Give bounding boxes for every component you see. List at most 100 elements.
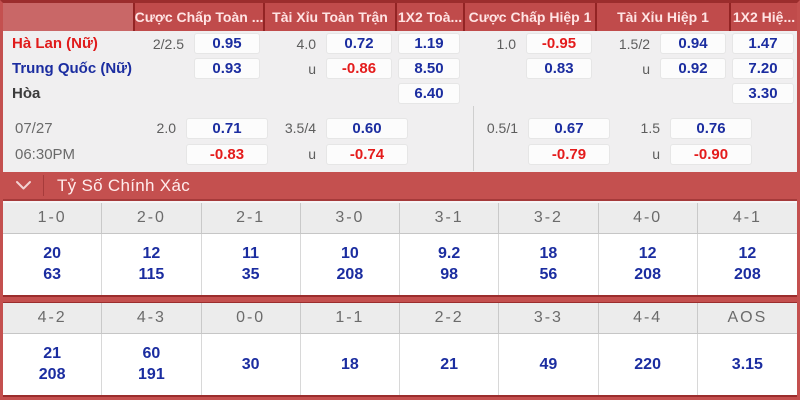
score-odds-value[interactable]: 208: [734, 266, 761, 283]
correct-score-section-bar[interactable]: Tỷ Số Chính Xác: [3, 172, 797, 201]
overunder-line: 1.5: [640, 120, 660, 136]
score-odds-value[interactable]: 12: [142, 245, 161, 262]
correct-score-grid-1: 1-0 2-0 2-1 3-0 3-1 3-2 4-0 4-1 20 63 12 115 11 35 10…: [3, 203, 797, 295]
score-odds-value[interactable]: 10: [340, 245, 359, 262]
match-time: 06:30PM: [15, 145, 76, 163]
odds-button[interactable]: -0.83: [186, 143, 268, 165]
score-odds-value[interactable]: 12: [638, 245, 657, 262]
score-odds-value[interactable]: 35: [241, 266, 260, 283]
score-odds-value[interactable]: 56: [539, 266, 558, 283]
score-label: 2-2: [400, 303, 500, 333]
score-label: 4-2: [3, 303, 103, 333]
chevron-down-icon[interactable]: [3, 180, 43, 191]
odds-button[interactable]: -0.79: [528, 143, 610, 165]
overunder-line: 4.0: [296, 35, 316, 52]
draw-label: Hòa: [12, 85, 41, 102]
odds-button[interactable]: 8.50: [398, 58, 460, 79]
score-odds-value[interactable]: 208: [38, 366, 66, 383]
score-odds-cell[interactable]: 60 191: [102, 334, 202, 395]
score-odds-cell[interactable]: 20 63: [3, 234, 103, 295]
home-team-name: Hà Lan (Nữ): [12, 35, 98, 52]
odds-row-away: Trung Quốc (Nữ) 0.93 u -0.86 8.50 0.83 u…: [3, 56, 797, 81]
odds-button[interactable]: -0.90: [670, 143, 752, 165]
section-spacer: [3, 106, 797, 115]
header-overunder-fulltime: Tài Xỉu Toàn Trận: [263, 3, 395, 31]
odds-button[interactable]: 1.19: [398, 33, 460, 54]
score-label: 4-1: [732, 209, 762, 226]
score-odds-cell[interactable]: 21 208: [3, 334, 103, 395]
score-odds-cell[interactable]: 30: [202, 334, 301, 395]
odds-button[interactable]: 0.92: [660, 58, 726, 79]
handicap-line: 2.0: [156, 120, 176, 136]
odds-button[interactable]: -0.74: [326, 143, 408, 165]
score-odds-cell[interactable]: 18: [301, 334, 400, 395]
score-odds-value[interactable]: 11: [242, 245, 260, 262]
score-label: 4-0: [599, 203, 698, 233]
odds-button[interactable]: 0.76: [670, 117, 752, 139]
score-odds-cell[interactable]: 49: [499, 334, 599, 395]
odds-button[interactable]: 0.94: [660, 33, 726, 54]
score-header-row: 1-0 2-0 2-1 3-0 3-1 3-2 4-0 4-1: [3, 203, 797, 234]
score-odds-value[interactable]: 3.15: [731, 355, 763, 373]
score-odds-cell[interactable]: 12 208: [599, 234, 698, 295]
bottom-border-band: [3, 395, 797, 400]
score-odds-value[interactable]: 20: [43, 245, 62, 262]
odds-button[interactable]: 0.67: [528, 117, 610, 139]
score-odds-value[interactable]: 21: [440, 355, 459, 373]
score-odds-cell[interactable]: 11 35: [202, 234, 301, 295]
odds-button[interactable]: 1.47: [732, 33, 794, 54]
match-date: 07/27: [15, 119, 53, 137]
score-odds-cell[interactable]: 12 208: [698, 234, 797, 295]
score-odds-value[interactable]: 12: [738, 245, 757, 262]
odds-row-home: Hà Lan (Nữ) 2/2.5 0.95 4.0 0.72 1.19 1.0…: [3, 31, 797, 56]
score-odds-cell[interactable]: 18 56: [499, 234, 599, 295]
odds-button[interactable]: 0.60: [326, 117, 408, 139]
odds-button[interactable]: 0.71: [186, 117, 268, 139]
overunder-line: 3.5/4: [284, 120, 316, 136]
score-odds-cell[interactable]: 9.2 98: [400, 234, 500, 295]
odds-button[interactable]: 6.40: [398, 83, 460, 104]
score-odds-value[interactable]: 60: [142, 345, 161, 362]
header-handicap-fulltime: Cược Chấp Toàn ...: [133, 3, 263, 31]
away-team-name: Trung Quốc (Nữ): [12, 60, 133, 77]
score-odds-row: 21 208 60 191 30 18 21 49 220 3.15: [3, 334, 797, 395]
score-label: 2-0: [102, 203, 202, 233]
late-odds-row-1: 07/27 2.0 0.71 3.5/4 0.60 0.5/1 0.67 1.5…: [3, 115, 797, 141]
odds-button[interactable]: 0.72: [326, 33, 392, 54]
score-header-row: 4-2 4-3 0-0 1-1 2-2 3-3 4-4 AOS: [3, 303, 797, 334]
score-odds-cell[interactable]: 3.15: [698, 334, 797, 395]
odds-row-draw: Hòa 6.40 3.30: [3, 81, 797, 106]
odds-button[interactable]: 3.30: [732, 83, 794, 104]
score-odds-value[interactable]: 191: [138, 366, 165, 383]
score-odds-value[interactable]: 220: [634, 355, 661, 373]
odds-button[interactable]: 0.93: [194, 58, 260, 79]
score-odds-value[interactable]: 30: [241, 355, 260, 373]
handicap-line: 2/2.5: [152, 35, 184, 52]
odds-button[interactable]: -0.86: [326, 58, 392, 79]
score-odds-value[interactable]: 208: [634, 266, 661, 283]
score-odds-cell[interactable]: 21: [400, 334, 500, 395]
bar-divider: [43, 175, 44, 196]
score-odds-cell[interactable]: 10 208: [301, 234, 400, 295]
score-odds-value[interactable]: 9.2: [438, 245, 461, 262]
correct-score-grid-2: 4-2 4-3 0-0 1-1 2-2 3-3 4-4 AOS 21 208 60 191 30 18 2…: [3, 303, 797, 395]
score-odds-value[interactable]: 115: [138, 266, 165, 283]
odds-button[interactable]: 0.83: [526, 58, 592, 79]
score-odds-value[interactable]: 18: [340, 355, 359, 373]
score-odds-cell[interactable]: 12 115: [102, 234, 202, 295]
odds-button[interactable]: 7.20: [732, 58, 794, 79]
late-odds-row-2: 06:30PM -0.83 u -0.74 -0.79 u -0.90: [3, 141, 797, 167]
odds-button[interactable]: -0.95: [526, 33, 592, 54]
odds-button[interactable]: 0.95: [194, 33, 260, 54]
score-odds-value[interactable]: 63: [43, 266, 62, 283]
score-odds-value[interactable]: 208: [336, 266, 364, 283]
score-label: 4-3: [102, 303, 202, 333]
score-odds-cell[interactable]: 220: [599, 334, 698, 395]
score-label: 2-1: [202, 203, 301, 233]
score-odds-value[interactable]: 49: [539, 355, 558, 373]
score-odds-value[interactable]: 18: [539, 245, 558, 262]
header-1x2-half1: 1X2 Hiệ...: [729, 3, 797, 31]
score-odds-value[interactable]: 98: [440, 266, 459, 283]
score-odds-value[interactable]: 21: [43, 345, 62, 362]
